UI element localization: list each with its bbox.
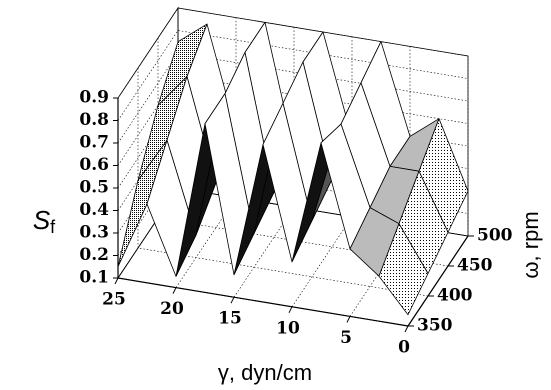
y-tick-label: 450 bbox=[457, 256, 493, 276]
surface bbox=[117, 21, 469, 316]
y-tick-label: 500 bbox=[477, 226, 513, 246]
grid-line bbox=[117, 52, 469, 144]
x-axis bbox=[117, 277, 409, 327]
x-tick-label: 20 bbox=[160, 299, 184, 319]
grid-line bbox=[137, 68, 429, 297]
x-axis-label: γ, dyn/cm bbox=[218, 360, 312, 385]
grid-line bbox=[157, 38, 449, 267]
y-tick-label: 400 bbox=[437, 286, 473, 306]
y-tick-label: 350 bbox=[417, 316, 453, 336]
x-tick-label: 25 bbox=[102, 290, 126, 310]
x-tick-label: 0 bbox=[398, 338, 410, 358]
z-label-main: S bbox=[33, 205, 51, 235]
z-tick-label: 0.1 bbox=[79, 268, 109, 288]
y-axis bbox=[407, 235, 469, 327]
z-tick-label: 0.3 bbox=[79, 223, 109, 243]
surface-patch bbox=[378, 223, 429, 316]
x-tick bbox=[230, 296, 235, 304]
x-tick bbox=[346, 316, 351, 323]
x-tick bbox=[172, 287, 177, 294]
y-axis-label: ω, rpm bbox=[518, 211, 543, 278]
z-tick-label: 0.4 bbox=[79, 200, 109, 220]
z-tick-label: 0.5 bbox=[79, 178, 109, 198]
z-tick-label: 0.7 bbox=[79, 133, 109, 153]
z-tick-label: 0.9 bbox=[79, 88, 109, 108]
z-tick-label: 0.8 bbox=[79, 110, 109, 130]
x-tick-label: 10 bbox=[276, 318, 300, 338]
x-tick bbox=[114, 277, 119, 285]
x-tick-label: 5 bbox=[340, 328, 352, 348]
grid-line bbox=[117, 30, 469, 121]
z-tick-label: 0.6 bbox=[79, 155, 109, 175]
x-tick bbox=[288, 306, 293, 314]
x-tick-label: 15 bbox=[218, 309, 242, 329]
grid-line bbox=[349, 46, 411, 317]
z-tick-label: 0.2 bbox=[79, 245, 109, 265]
z-axis-label: Sf bbox=[33, 205, 56, 237]
x-tick bbox=[404, 325, 409, 333]
grid-line bbox=[291, 36, 353, 307]
axes-front: 0.1 0.20.3 0.40.5 0.60.7 0.80.9 25 20 15 10 5 0 350… bbox=[79, 88, 512, 358]
grid-line bbox=[117, 97, 469, 189]
z-label-sub: f bbox=[50, 217, 56, 237]
